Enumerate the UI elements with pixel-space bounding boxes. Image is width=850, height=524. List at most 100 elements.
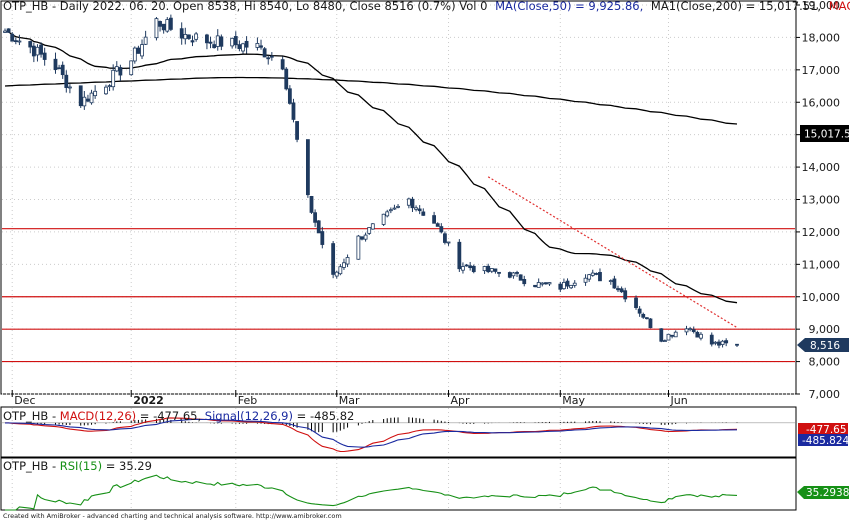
macd-header-signal-value: = -485.82 — [297, 409, 355, 423]
candle-body — [547, 282, 552, 285]
candle-body — [497, 271, 501, 274]
y-tick-label: 17,000 — [802, 64, 841, 77]
candle-body — [82, 96, 87, 107]
candle-body — [720, 340, 725, 345]
candle-body — [439, 226, 444, 233]
candle-body — [569, 284, 574, 289]
candle-body — [457, 241, 462, 270]
candle-body — [648, 318, 653, 329]
candle-body — [316, 220, 321, 234]
y-tick-label: 11,000 — [802, 258, 841, 271]
candle-body — [237, 44, 242, 50]
macd-header-macd: MACD(12,26) — [60, 409, 136, 423]
candle-body — [522, 279, 527, 285]
candle-body — [118, 67, 123, 76]
candle-body — [143, 36, 148, 45]
candle-body — [241, 43, 245, 52]
candle-body — [158, 21, 162, 27]
candle-body — [464, 264, 469, 267]
candle-body — [313, 212, 318, 223]
rsi-line — [5, 474, 738, 511]
candle-body — [659, 328, 664, 342]
ma200-line — [4, 76, 738, 125]
candle-body — [662, 340, 667, 342]
candle-body — [543, 282, 548, 285]
candle-body — [345, 257, 350, 265]
candle-body — [363, 234, 368, 240]
candle-body — [168, 17, 173, 30]
vertical-gridlines — [11, 2, 669, 509]
candle-body — [381, 213, 386, 225]
candle-body — [132, 47, 137, 62]
candle-body — [536, 282, 541, 288]
macd-badge — [798, 423, 848, 435]
y-tick-label: 18,000 — [802, 31, 841, 44]
ma200-label: MA1(Close,200) = 15,017.51, — [651, 0, 821, 13]
x-tick-label: Apr — [451, 394, 471, 407]
macd-indicator — [2, 417, 795, 453]
candle-body — [507, 272, 512, 278]
candle-body — [284, 68, 289, 90]
macd-pane — [0, 406, 797, 458]
main-header: OTP_HB - Daily 2022. 06. 20. Open 8538, … — [3, 0, 850, 13]
candle-body — [136, 47, 141, 54]
y-tick-label: 10,000 — [802, 291, 841, 304]
candle-body — [28, 41, 33, 48]
candle-body — [670, 334, 674, 337]
candle-body — [68, 86, 72, 89]
candle-body — [435, 223, 440, 227]
candle-body — [392, 207, 397, 210]
candle-body — [641, 313, 646, 318]
candle-body — [266, 57, 271, 60]
rsi-badge-text: 35.2938 — [806, 487, 849, 499]
candle-body — [208, 41, 213, 44]
candle-body — [338, 266, 343, 275]
rsi-pane — [0, 457, 797, 511]
macd-cut-label: MACD(12,26) = — [829, 0, 850, 13]
candle-body — [616, 288, 620, 291]
rsi-indicator — [5, 474, 738, 511]
macd-header: OTP_HB - MACD(12,26) = -477.65, Signal(1… — [3, 409, 354, 423]
candle-body — [64, 74, 69, 88]
y-tick-label: 19,000 — [802, 0, 841, 12]
candle-body — [486, 265, 491, 273]
credit-text: Created with AmiBroker - advanced charti… — [3, 512, 342, 520]
candle-body — [634, 297, 638, 309]
candle-body — [691, 329, 696, 333]
macd-header-macd-value: = -477.65, — [140, 409, 205, 423]
candle-body — [183, 34, 188, 40]
candle-body — [255, 43, 260, 48]
rsi-header: OTP_HB - RSI(15) = 35.29 — [3, 459, 152, 473]
candle-body — [623, 290, 628, 300]
candle-body — [367, 227, 372, 234]
candle-body — [10, 33, 15, 42]
candle-body — [468, 265, 473, 269]
candle-body — [305, 139, 310, 196]
candle-body — [388, 209, 393, 212]
candle-body — [360, 236, 364, 240]
candle-body — [212, 44, 217, 49]
candle-body — [558, 283, 563, 290]
candle-body — [259, 45, 263, 48]
candle-body — [269, 55, 274, 58]
x-tick-label: Jun — [669, 394, 687, 407]
candle-body — [295, 121, 299, 140]
rsi-header-prefix: OTP_HB - — [3, 459, 60, 473]
candle-body — [724, 340, 729, 344]
candle-body — [471, 265, 476, 273]
candle-body — [432, 215, 437, 224]
candle-body — [533, 284, 537, 288]
candle-body — [709, 334, 714, 345]
candle-body — [165, 19, 170, 32]
candle-body — [518, 274, 523, 281]
candle-body — [53, 58, 58, 70]
candle-body — [493, 268, 498, 272]
candle-body — [583, 277, 588, 283]
candle-body — [57, 67, 61, 70]
candle-body — [31, 45, 36, 57]
candle-body — [331, 243, 336, 275]
candle-body — [511, 272, 516, 277]
candle-body — [86, 98, 90, 102]
candle-body — [280, 59, 285, 70]
